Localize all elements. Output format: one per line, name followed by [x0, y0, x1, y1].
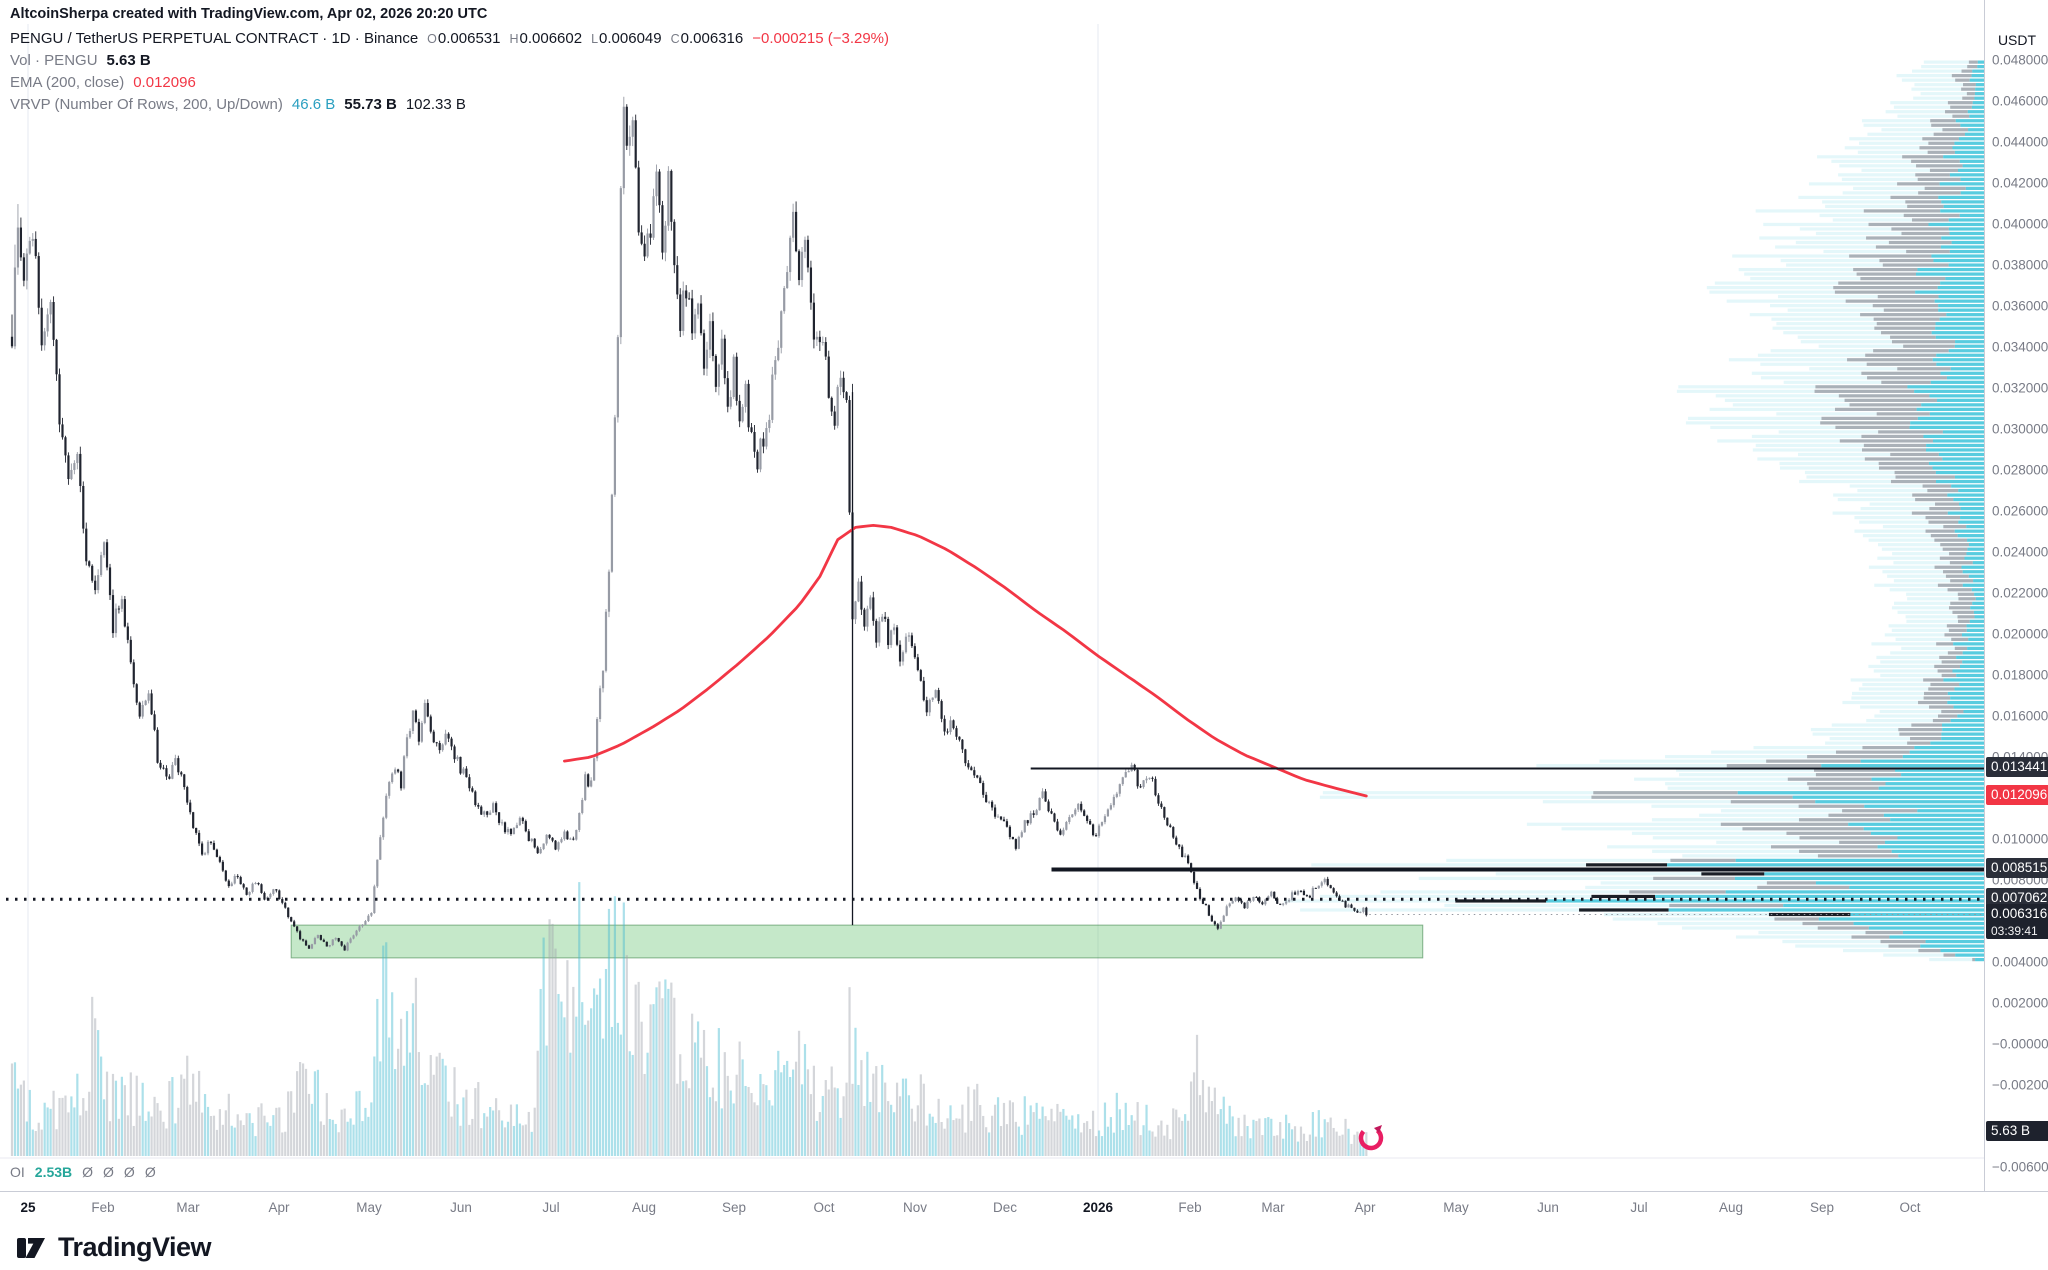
volume-legend-row[interactable]: Vol · PENGU 5.63 B — [10, 52, 889, 74]
support-zone-layer — [290, 924, 1424, 959]
oi-placeholder: Ø — [103, 1164, 114, 1180]
oi-placeholder: Ø — [82, 1164, 94, 1180]
x-axis-label: Nov — [902, 1200, 928, 1215]
ohlc-close: C0.006316 — [670, 30, 744, 47]
x-axis-label: Feb — [1178, 1200, 1202, 1215]
y-axis-tick-label: 0.036000 — [1992, 298, 2048, 314]
volume-bars-layer — [10, 882, 1368, 1156]
y-axis-tick-label: 0.042000 — [1992, 175, 2048, 191]
oi-label: OI — [10, 1164, 25, 1180]
ema-200-line — [563, 524, 1368, 798]
y-axis-tick-label: 0.030000 — [1992, 421, 2048, 437]
x-axis-label: Sep — [721, 1200, 747, 1215]
price-axis[interactable]: USDT 0.048000 0.046000 0.044000 0.042000 0.0… — [1984, 0, 2048, 1191]
y-axis-tick-label: −0.002000 — [1992, 1077, 2048, 1093]
y-axis-tick-label: 0.020000 — [1992, 626, 2048, 642]
y-axis-tick-label: 0.026000 — [1992, 503, 2048, 519]
oi-legend-row[interactable]: OI 2.53B Ø Ø Ø Ø — [10, 1164, 156, 1180]
grid-layer — [27, 24, 1099, 1156]
oi-placeholder: Ø — [144, 1164, 156, 1180]
y-axis-tick-label: 0.022000 — [1992, 585, 2048, 601]
y-axis-tick-label: −0.000000 — [1992, 1036, 2048, 1052]
x-axis-label: Jul — [1630, 1200, 1648, 1215]
drawings-layer — [6, 392, 1984, 926]
ema-value: 0.012096 — [133, 74, 196, 91]
x-axis-label: May — [1443, 1200, 1469, 1215]
chart-legend: PENGU / TetherUS PERPETUAL CONTRACT · 1D… — [10, 30, 889, 118]
volume-profile-faint-layer — [1284, 60, 1984, 962]
x-axis-label: Apr — [1354, 1200, 1376, 1215]
x-axis-label: May — [356, 1200, 382, 1215]
y-axis-tick-label: 0.034000 — [1992, 339, 2048, 355]
x-axis-label: Jun — [1537, 1200, 1559, 1215]
price-badge: 0.006316 03:39:41 — [1986, 903, 2048, 939]
symbol-legend-row[interactable]: PENGU / TetherUS PERPETUAL CONTRACT · 1D… — [10, 30, 889, 52]
x-axis-label: Sep — [1809, 1200, 1835, 1215]
vrvp-value-down: 55.73 B — [344, 96, 397, 113]
candles-layer — [10, 96, 1368, 952]
y-axis-tick-label: 0.040000 — [1992, 216, 2048, 232]
tradingview-wordmark[interactable]: TradingView — [58, 1232, 212, 1262]
price-badge: 0.008515 — [1986, 858, 2048, 879]
x-axis-label: Feb — [91, 1200, 115, 1215]
y-axis-tick-label: 0.038000 — [1992, 257, 2048, 273]
volume-label: Vol · PENGU — [10, 52, 98, 69]
x-axis-label: Aug — [631, 1200, 657, 1215]
oi-indicator-logo-icon — [1356, 1122, 1386, 1157]
ohlc-open: O0.006531 — [427, 30, 501, 47]
vrvp-label: VRVP (Number Of Rows, 200, Up/Down) — [10, 96, 283, 113]
price-badge: 0.012096 — [1986, 785, 2048, 806]
y-axis-tick-label: 0.002000 — [1992, 995, 2048, 1011]
ema-label: EMA (200, close) — [10, 74, 125, 91]
x-axis-label: Jun — [450, 1200, 472, 1215]
y-axis-tick-label: 0.046000 — [1992, 93, 2048, 109]
volume-profile-layer — [1455, 60, 1984, 962]
y-axis-tick-label: 0.016000 — [1992, 708, 2048, 724]
x-axis-label: 25 — [20, 1200, 36, 1215]
x-axis-label: Jul — [542, 1200, 560, 1215]
x-axis-label: Mar — [1261, 1200, 1285, 1215]
x-axis-label: Dec — [992, 1200, 1018, 1215]
attribution-text: AltcoinSherpa created with TradingView.c… — [10, 6, 488, 22]
ohlc-low: L0.006049 — [591, 30, 662, 47]
price-badge: 0.013441 — [1986, 757, 2048, 778]
x-axis-label: Oct — [1899, 1200, 1921, 1215]
footer-bar: TradingView — [0, 1225, 2048, 1270]
oi-placeholder: Ø — [123, 1164, 135, 1180]
y-axis-tick-label: 0.024000 — [1992, 544, 2048, 560]
tradingview-logo-icon[interactable] — [14, 1231, 48, 1265]
x-axis-label: Apr — [268, 1200, 290, 1215]
axis-currency-label: USDT — [1997, 32, 2037, 48]
change-value: −0.000215 (−3.29%) — [752, 30, 890, 47]
vrvp-legend-row[interactable]: VRVP (Number Of Rows, 200, Up/Down) 46.6… — [10, 96, 889, 118]
ema-line-layer — [563, 524, 1368, 798]
volume-value: 5.63 B — [106, 52, 151, 69]
x-axis-label: Mar — [176, 1200, 200, 1215]
y-axis-tick-label: 0.044000 — [1992, 134, 2048, 150]
oi-value: 2.53B — [34, 1164, 73, 1180]
price-badge: 5.63 B — [1986, 1121, 2048, 1141]
y-axis-tick-label: 0.010000 — [1992, 831, 2048, 847]
x-axis-label: Oct — [813, 1200, 835, 1215]
y-axis-tick-label: 0.048000 — [1992, 52, 2048, 68]
y-axis-tick-label: 0.018000 — [1992, 667, 2048, 683]
time-axis[interactable]: 25 Feb Mar Apr May Jun Jul Aug Sep Oct Nov Dec 2026 F… — [0, 1191, 2048, 1226]
vrvp-value-up: 46.6 B — [291, 96, 336, 113]
x-axis-label: 2026 — [1082, 1200, 1114, 1215]
x-axis-label: Aug — [1718, 1200, 1744, 1215]
y-axis-tick-label: 0.032000 — [1992, 380, 2048, 396]
symbol-title: PENGU / TetherUS PERPETUAL CONTRACT · 1D… — [10, 30, 419, 47]
price-badge: 0.007062 — [1986, 888, 2048, 909]
support-zone-rect — [290, 924, 1424, 959]
y-axis-tick-label: 0.004000 — [1992, 954, 2048, 970]
ohlc-high: H0.006602 — [509, 30, 583, 47]
y-axis-tick-label: 0.028000 — [1992, 462, 2048, 478]
countdown-timer: 03:39:41 — [1991, 923, 2038, 938]
chart-canvas[interactable] — [0, 0, 1984, 1191]
ema-legend-row[interactable]: EMA (200, close) 0.012096 — [10, 74, 889, 96]
vrvp-value-total: 102.33 B — [405, 96, 466, 113]
